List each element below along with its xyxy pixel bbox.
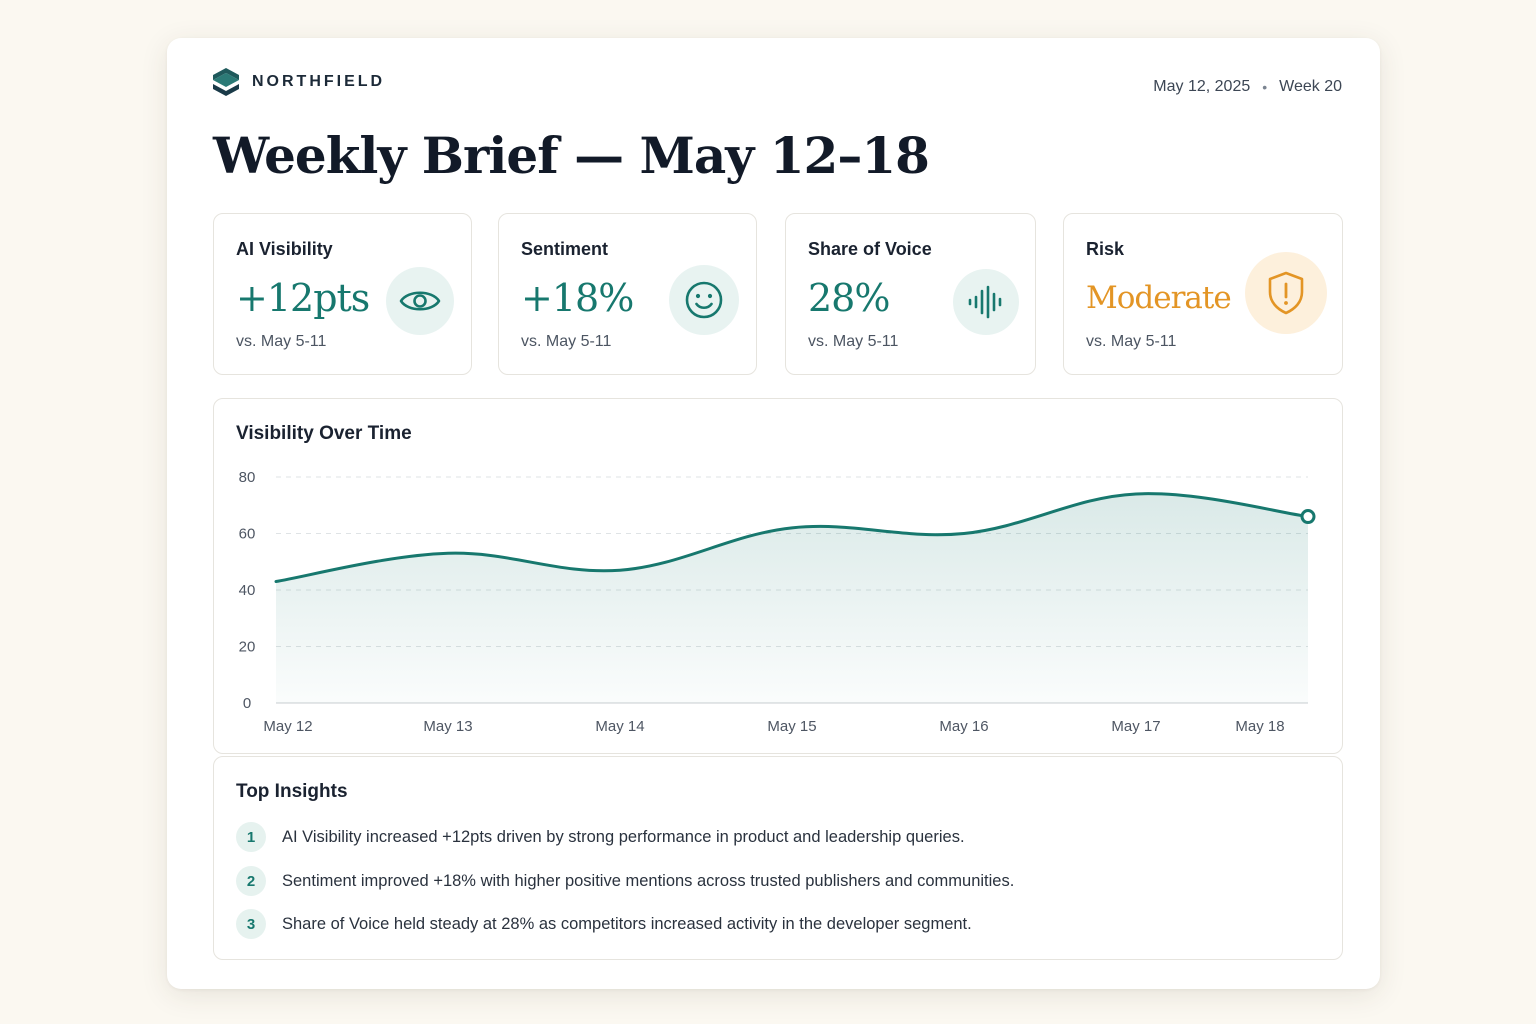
page-title: Weekly Brief — May 12–18 <box>213 126 930 185</box>
eye-icon <box>386 267 454 335</box>
kpi-card-share-of-voice[interactable]: Share of Voice 28% vs. May 5-11 <box>785 213 1036 375</box>
kpi-value: Moderate <box>1086 280 1232 316</box>
y-tick-label: 20 <box>239 639 256 656</box>
visibility-chart-panel: Visibility Over Time 0 20 40 60 80 May 12 May … <box>213 398 1343 754</box>
soundwave-icon <box>953 269 1019 335</box>
x-tick-label: May 15 <box>767 718 816 735</box>
chart-data-point[interactable] <box>1300 509 1316 525</box>
y-tick-label: 40 <box>239 582 256 599</box>
chart-data-point[interactable] <box>616 566 624 574</box>
y-tick-label: 0 <box>243 695 251 712</box>
insight-item[interactable]: 1 AI Visibility increased +12pts driven … <box>236 822 965 852</box>
chart-title: Visibility Over Time <box>236 423 412 444</box>
kpi-comparison: vs. May 5-11 <box>1086 333 1177 350</box>
kpi-comparison: vs. May 5-11 <box>808 333 899 350</box>
y-tick-label: 80 <box>239 469 256 486</box>
northfield-logo-icon <box>213 68 239 96</box>
brand[interactable]: NORTHFIELD <box>213 68 385 96</box>
insight-item[interactable]: 3 Share of Voice held steady at 28% as c… <box>236 909 972 939</box>
kpi-card-risk[interactable]: Risk Moderate vs. May 5-11 <box>1063 213 1343 375</box>
kpi-label: AI Visibility <box>236 239 333 259</box>
x-tick-label: May 13 <box>423 718 472 735</box>
insight-number-badge: 2 <box>236 866 266 896</box>
kpi-value: +12pts <box>236 276 370 320</box>
chart-area-fill <box>276 493 1308 703</box>
insights-title: Top Insights <box>236 781 348 802</box>
report-week: Week 20 <box>1279 78 1342 95</box>
weekly-brief-card: NORTHFIELD May 12, 2025 • Week 20 Weekly… <box>167 38 1380 989</box>
kpi-label: Share of Voice <box>808 239 932 259</box>
kpi-label: Risk <box>1086 239 1125 259</box>
kpi-card-ai-visibility[interactable]: AI Visibility +12pts vs. May 5-11 <box>213 213 472 375</box>
chart-data-point[interactable] <box>960 530 968 538</box>
x-tick-label: May 18 <box>1235 718 1284 735</box>
brand-name: NORTHFIELD <box>252 73 386 90</box>
meta-separator: • <box>1262 79 1268 95</box>
visibility-chart: 0 20 40 60 80 May 12 May 13 May 14 May 15 May 16 M… <box>239 469 1316 735</box>
x-tick-label: May 16 <box>939 718 988 735</box>
chart-data-point[interactable] <box>272 578 280 586</box>
insight-number-badge: 1 <box>236 822 266 852</box>
kpi-value: +18% <box>521 276 634 320</box>
insight-text: Sentiment improved +18% with higher posi… <box>282 871 1015 890</box>
kpi-comparison: vs. May 5-11 <box>521 333 612 350</box>
top-insights-panel: Top Insights 1 AI Visibility increased +… <box>213 756 1343 960</box>
shield-alert-icon <box>1245 252 1327 334</box>
report-meta: May 12, 2025 • Week 20 <box>1153 78 1342 96</box>
x-tick-label: May 14 <box>595 718 644 735</box>
insight-text: AI Visibility increased +12pts driven by… <box>282 827 965 846</box>
kpi-label: Sentiment <box>521 239 609 259</box>
insight-text: Share of Voice held steady at 28% as com… <box>282 914 972 933</box>
chart-data-point[interactable] <box>788 524 796 532</box>
chart-series-line <box>274 492 1310 584</box>
x-tick-label: May 12 <box>263 718 312 735</box>
smiley-icon <box>669 265 739 335</box>
y-tick-label: 60 <box>239 526 256 543</box>
report-date: May 12, 2025 <box>1153 78 1251 95</box>
x-tick-label: May 17 <box>1111 718 1160 735</box>
insight-item[interactable]: 2 Sentiment improved +18% with higher po… <box>236 866 1014 896</box>
kpi-comparison: vs. May 5-11 <box>236 333 327 350</box>
kpi-card-sentiment[interactable]: Sentiment +18% vs. May 5-11 <box>498 213 757 375</box>
kpi-value: 28% <box>808 276 890 320</box>
chart-data-point[interactable] <box>444 549 452 557</box>
insight-number-badge: 3 <box>236 909 266 939</box>
chart-data-point[interactable] <box>1132 490 1140 498</box>
